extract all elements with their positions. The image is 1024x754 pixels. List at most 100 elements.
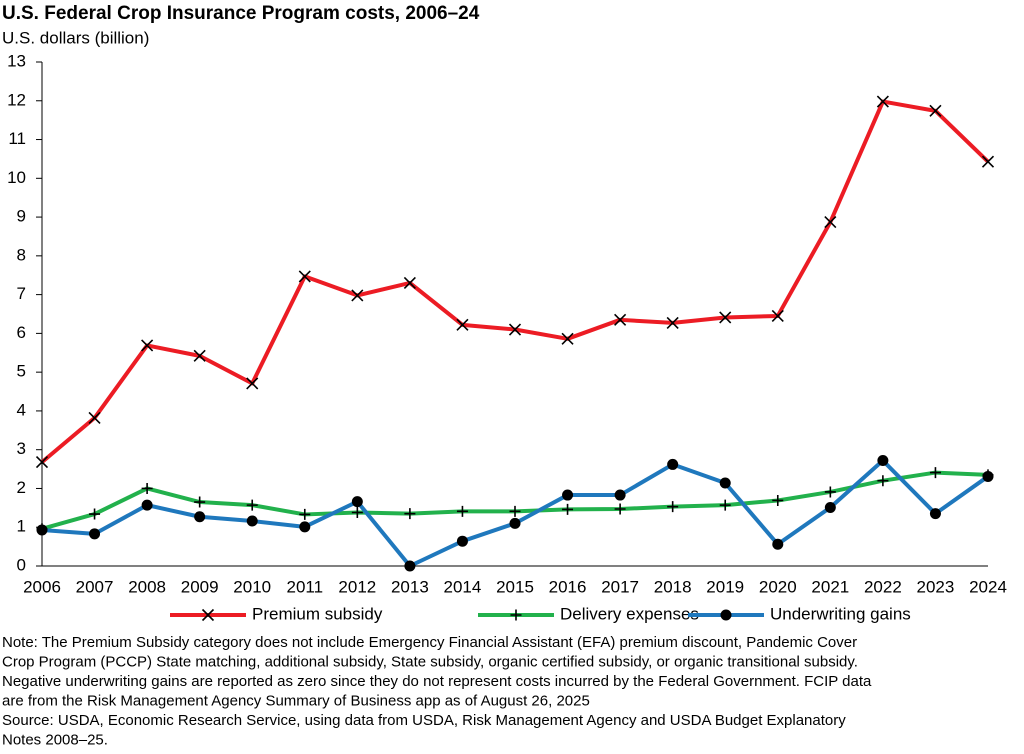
marker (772, 494, 784, 506)
legend-marker (510, 609, 522, 621)
legend-label: Underwriting gains (770, 604, 911, 623)
x-tick-label: 2020 (759, 577, 797, 596)
x-tick-label: 2023 (917, 577, 955, 596)
x-tick-label: 2018 (654, 577, 692, 596)
y-tick-label: 9 (17, 207, 26, 226)
marker (141, 499, 153, 511)
marker (929, 104, 942, 117)
y-axis-label: U.S. dollars (billion) (2, 28, 149, 47)
x-tick-label: 2014 (444, 577, 482, 596)
marker (877, 455, 889, 467)
marker (194, 496, 206, 508)
legend-marker (201, 608, 215, 622)
marker (562, 503, 574, 515)
marker (666, 316, 679, 329)
note-line: are from the Risk Management Agency Summ… (2, 692, 590, 709)
marker (456, 318, 469, 331)
marker (246, 515, 258, 527)
marker (876, 95, 889, 108)
x-tick-label: 2024 (969, 577, 1007, 596)
y-tick-label: 4 (17, 400, 26, 419)
legend-marker (720, 609, 732, 621)
marker (88, 411, 101, 424)
note-line: Negative underwriting gains are reported… (2, 673, 872, 690)
marker (246, 377, 259, 390)
marker (771, 309, 784, 323)
marker (614, 313, 627, 326)
marker (982, 470, 994, 482)
x-tick-label: 2009 (181, 577, 219, 596)
marker (351, 506, 363, 518)
marker (404, 560, 416, 572)
marker (719, 311, 732, 324)
marker (824, 501, 836, 513)
marker (246, 499, 258, 511)
marker (614, 503, 626, 515)
note-line: Crop Program (PCCP) State matching, addi… (2, 653, 858, 670)
marker (719, 477, 731, 489)
marker (194, 511, 206, 523)
x-tick-label: 2007 (76, 577, 114, 596)
marker (456, 505, 468, 517)
x-tick-label: 2008 (128, 577, 166, 596)
y-tick-label: 5 (17, 362, 26, 381)
note-line: Note: The Premium Subsidy category does … (2, 634, 857, 651)
note-line: Notes 2008–25. (2, 731, 108, 748)
marker (929, 467, 941, 479)
note-line: Source: USDA, Economic Research Service,… (2, 712, 846, 729)
marker (35, 456, 49, 469)
marker (561, 332, 574, 345)
marker (403, 276, 416, 290)
marker (667, 458, 679, 470)
marker (877, 475, 889, 487)
x-tick-label: 2011 (286, 577, 323, 596)
marker (719, 499, 731, 511)
x-tick-label: 2010 (233, 577, 271, 596)
y-tick-label: 10 (7, 168, 26, 187)
marker (562, 489, 574, 501)
x-tick-label: 2017 (601, 577, 639, 596)
marker (351, 289, 364, 302)
marker (89, 528, 101, 540)
series-line (40, 99, 990, 464)
marker (509, 517, 521, 529)
x-tick-label: 2019 (706, 577, 744, 596)
legend-label: Delivery expenses (560, 604, 699, 623)
marker (509, 505, 521, 517)
x-tick-label: 2013 (391, 577, 429, 596)
marker (824, 486, 836, 498)
legend-label: Premium subsidy (252, 604, 383, 623)
y-tick-label: 11 (8, 129, 26, 148)
marker (141, 482, 153, 494)
marker (299, 508, 311, 520)
marker (614, 489, 626, 501)
y-tick-label: 0 (17, 555, 26, 574)
marker (772, 538, 784, 550)
y-tick-label: 6 (17, 323, 26, 342)
marker (89, 508, 101, 520)
marker (508, 323, 522, 336)
y-tick-label: 7 (17, 284, 26, 303)
x-tick-label: 2016 (549, 577, 587, 596)
marker (36, 524, 48, 536)
y-tick-label: 3 (17, 439, 26, 458)
marker (141, 339, 154, 352)
x-tick-label: 2022 (864, 577, 902, 596)
y-tick-label: 8 (17, 245, 26, 264)
x-tick-label: 2015 (496, 577, 534, 596)
x-tick-label: 2012 (338, 577, 376, 596)
chart-title: U.S. Federal Crop Insurance Program cost… (2, 3, 480, 24)
y-tick-label: 13 (7, 51, 26, 70)
marker (404, 508, 416, 520)
y-tick-label: 2 (17, 478, 26, 497)
marker (981, 155, 995, 168)
x-tick-label: 2006 (23, 577, 61, 596)
marker (929, 508, 941, 520)
marker (456, 535, 468, 547)
marker (298, 270, 311, 283)
marker (299, 521, 311, 533)
y-tick-label: 1 (17, 517, 26, 536)
y-tick-label: 12 (7, 90, 26, 109)
marker (667, 501, 679, 513)
